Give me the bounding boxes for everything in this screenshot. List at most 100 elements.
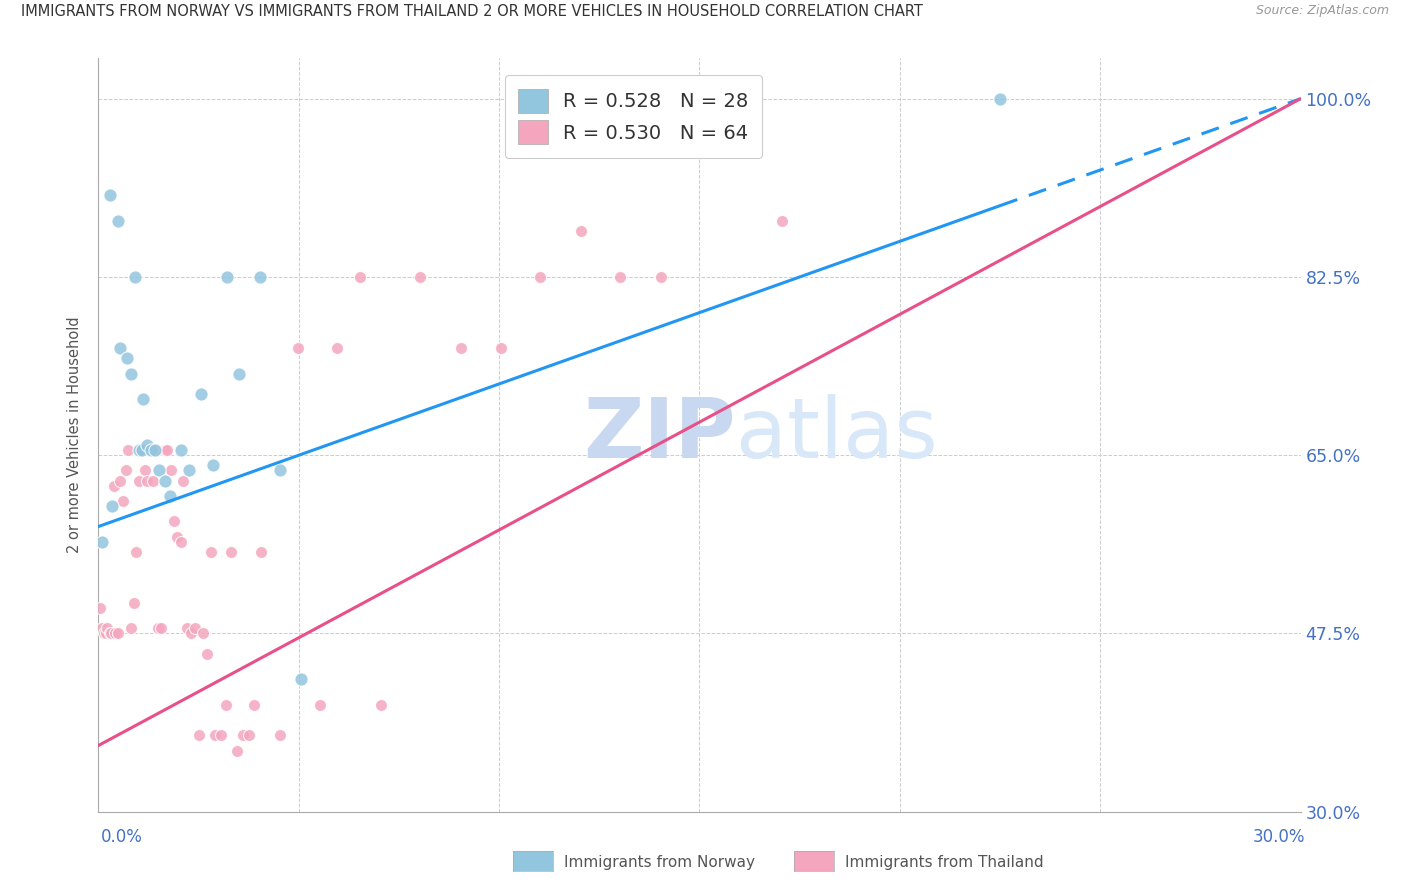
Point [201,458,224,473]
Point [197,647,219,661]
Point [184,621,207,635]
Point [243,698,266,712]
Text: Source: ZipAtlas.com: Source: ZipAtlas.com [1256,4,1389,18]
Point [529,270,551,285]
Point [131,443,153,458]
Point [409,270,432,285]
Point [489,341,512,355]
Point [141,474,163,488]
Point [128,474,150,488]
Point [132,392,155,407]
Point [110,341,132,355]
Point [131,443,153,458]
Point [269,463,291,477]
Point [988,92,1011,106]
Point [160,463,183,477]
Point [156,443,179,458]
Point [163,515,186,529]
Point [450,341,472,355]
Point [215,698,238,712]
Point [114,463,136,477]
Point [326,341,349,355]
Point [124,270,146,285]
Point [148,463,170,477]
Y-axis label: 2 or more Vehicles in Household: 2 or more Vehicles in Household [67,317,83,553]
Point [110,474,132,488]
Text: 30.0%: 30.0% [1253,828,1305,846]
Point [249,270,271,285]
Point [770,214,793,228]
Text: IMMIGRANTS FROM NORWAY VS IMMIGRANTS FROM THAILAND 2 OR MORE VEHICLES IN HOUSEHO: IMMIGRANTS FROM NORWAY VS IMMIGRANTS FRO… [21,4,922,20]
Point [689,92,711,106]
Text: Immigrants from Thailand: Immigrants from Thailand [845,855,1043,870]
Point [153,474,176,488]
Point [177,463,200,477]
Point [238,728,260,742]
Point [103,479,125,493]
Legend: R = 0.528   N = 28, R = 0.530   N = 64: R = 0.528 N = 28, R = 0.530 N = 64 [505,75,762,158]
Point [188,728,211,742]
Point [308,698,330,712]
Point [159,489,181,503]
Point [290,673,312,687]
Point [141,443,163,458]
Point [269,728,291,742]
Point [143,443,166,458]
Point [128,443,150,458]
Point [112,494,135,508]
Point [134,463,156,477]
Point [228,367,250,381]
Point [190,387,212,401]
Point [107,214,129,228]
Point [149,621,172,635]
Point [122,596,145,610]
Point [172,474,194,488]
Point [101,499,124,513]
Point [221,545,243,559]
Point [136,474,159,488]
Text: ZIP: ZIP [583,394,735,475]
Point [217,270,239,285]
Point [138,443,160,458]
Text: atlas: atlas [735,394,938,475]
Point [204,728,226,742]
Point [180,626,202,640]
Point [117,351,139,366]
Point [370,698,392,712]
Point [94,626,117,640]
Point [209,728,232,742]
Point [200,545,222,559]
Text: 0.0%: 0.0% [101,828,143,846]
Point [98,626,121,640]
Text: Immigrants from Norway: Immigrants from Norway [564,855,755,870]
Point [89,601,111,615]
Point [100,626,122,640]
Point [104,626,127,640]
Point [153,443,176,458]
Point [91,621,114,635]
Point [96,621,118,635]
Point [193,626,215,640]
Point [146,621,169,635]
Point [609,270,631,285]
Point [569,224,592,238]
Point [169,443,191,458]
Point [166,530,188,544]
Point [136,438,159,452]
Point [169,534,191,549]
Point [287,341,309,355]
Point [225,743,247,757]
Point [93,626,115,640]
Point [696,137,718,152]
Point [176,621,198,635]
Point [349,270,371,285]
Point [249,545,271,559]
Point [650,270,672,285]
Point [98,188,121,202]
Point [90,534,112,549]
Point [107,626,129,640]
Point [232,728,254,742]
Point [143,443,166,458]
Point [120,367,142,381]
Point [125,545,148,559]
